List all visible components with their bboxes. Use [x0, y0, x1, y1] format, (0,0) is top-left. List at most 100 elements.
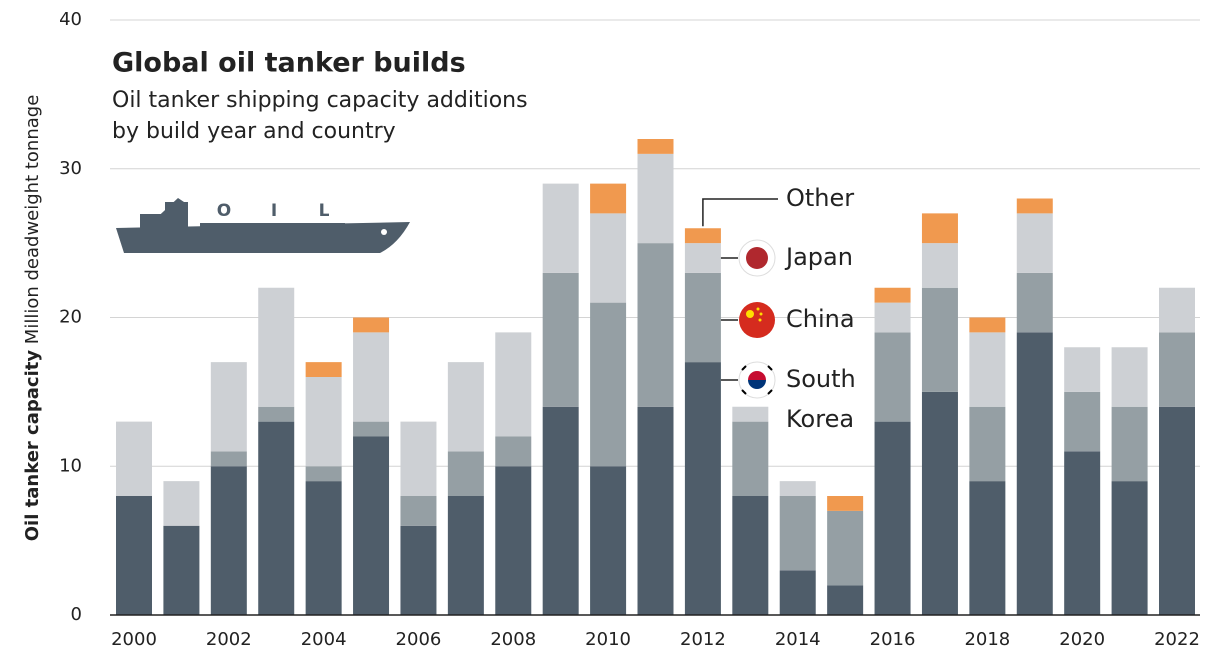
bar-segment [1159, 287, 1195, 333]
bar-segment [495, 466, 532, 615]
legend: Other Japan China South Korea [702, 184, 856, 433]
bar-segment [874, 332, 911, 422]
bar-segment [447, 496, 484, 615]
x-tick-label: 2012 [680, 629, 726, 650]
bar-segment [542, 272, 579, 407]
bars [116, 139, 1195, 615]
bar-segment [258, 287, 295, 407]
bar-segment [969, 317, 1006, 333]
bar-segment [305, 377, 342, 467]
bar-segment [590, 302, 627, 467]
chart-subtitle: Oil tanker shipping capacity additions [112, 88, 528, 113]
bar-segment [590, 466, 627, 615]
legend-label: South Korea [786, 365, 856, 433]
icon-text: O [217, 201, 231, 221]
bar-segment [779, 481, 816, 496]
bar-segment [400, 496, 437, 526]
bar-segment [732, 406, 769, 422]
bar-segment [684, 272, 721, 363]
bar-segment [969, 481, 1006, 615]
bar-segment [495, 332, 532, 437]
bar-segment [827, 510, 864, 586]
leader-line [702, 198, 778, 227]
legend-label: Other [786, 184, 854, 212]
x-tick-label: 2014 [775, 629, 821, 650]
bar-segment [116, 421, 152, 496]
y-tick-label: 0 [71, 604, 82, 625]
x-tick-label: 2004 [301, 629, 347, 650]
bar-segment [590, 213, 627, 303]
x-tick-label: 2020 [1059, 629, 1105, 650]
bar-segment [732, 421, 769, 496]
y-tick-label: 20 [59, 307, 82, 328]
bar-segment [637, 153, 674, 244]
bar-segment [684, 362, 721, 615]
bar-segment [353, 317, 390, 333]
bar-segment [1111, 481, 1148, 615]
bar-segment [210, 466, 247, 615]
bar-segment [353, 332, 390, 422]
bar-segment [258, 421, 295, 615]
y-tick-label: 40 [59, 9, 82, 30]
bar-segment [684, 228, 721, 244]
bar-segment [969, 406, 1006, 482]
bar-segment [921, 243, 958, 288]
bar-segment [969, 332, 1006, 407]
bar-segment [1016, 198, 1053, 214]
bar-segment [827, 496, 864, 511]
legend-label: China [786, 305, 855, 333]
bar-segment [116, 496, 152, 615]
x-tick-label: 2002 [206, 629, 252, 650]
bar-segment [1111, 347, 1148, 407]
flag-china [739, 302, 775, 338]
x-tick-label: 2016 [870, 629, 916, 650]
bar-segment [305, 362, 342, 377]
bar-segment [637, 406, 674, 615]
ship-icon [116, 198, 410, 253]
bar-segment [258, 406, 295, 422]
bar-segment [447, 362, 484, 452]
bar-segment [1016, 272, 1053, 333]
bar-segment [1159, 332, 1195, 407]
icon-text: L [319, 201, 330, 221]
bar-segment [495, 436, 532, 467]
bar-segment [1159, 406, 1195, 615]
bar-segment [1064, 347, 1101, 392]
legend-label: Japan [784, 243, 853, 271]
bar-segment [542, 183, 579, 273]
bar-segment [210, 362, 247, 452]
bar-segment [400, 421, 437, 496]
icon-text: I [271, 201, 277, 221]
bar-segment [1111, 406, 1148, 482]
bar-segment [210, 451, 247, 467]
y-tick-label: 10 [59, 455, 82, 476]
bar-segment [163, 525, 200, 615]
x-tick-label: 2018 [964, 629, 1010, 650]
bar-segment [400, 525, 437, 615]
bar-segment [684, 243, 721, 273]
x-tick-label: 2006 [396, 629, 442, 650]
x-tick-label: 2022 [1154, 629, 1200, 650]
bar-segment [874, 302, 911, 333]
chart-subtitle: by build year and country [112, 119, 396, 144]
bar-segment [1064, 391, 1101, 452]
bar-segment [590, 183, 627, 214]
bar-segment [542, 406, 579, 615]
y-axis-unit: Million deadweight tonnage [22, 95, 43, 344]
bar-segment [827, 585, 864, 615]
bar-segment [779, 570, 816, 615]
bar-segment [921, 391, 958, 615]
bar-segment [163, 481, 200, 526]
y-axis-title: Oil tanker capacity Million deadweight t… [22, 95, 43, 542]
bar-segment [1016, 332, 1053, 615]
bar-segment [874, 287, 911, 303]
bar-segment [353, 421, 390, 437]
y-tick-label: 30 [59, 158, 82, 179]
bar-segment [447, 451, 484, 496]
bar-segment [305, 481, 342, 615]
bar-segment [779, 496, 816, 571]
chart-title: Global oil tanker builds [112, 48, 466, 79]
bar-segment [921, 213, 958, 244]
bar-segment [732, 496, 769, 615]
